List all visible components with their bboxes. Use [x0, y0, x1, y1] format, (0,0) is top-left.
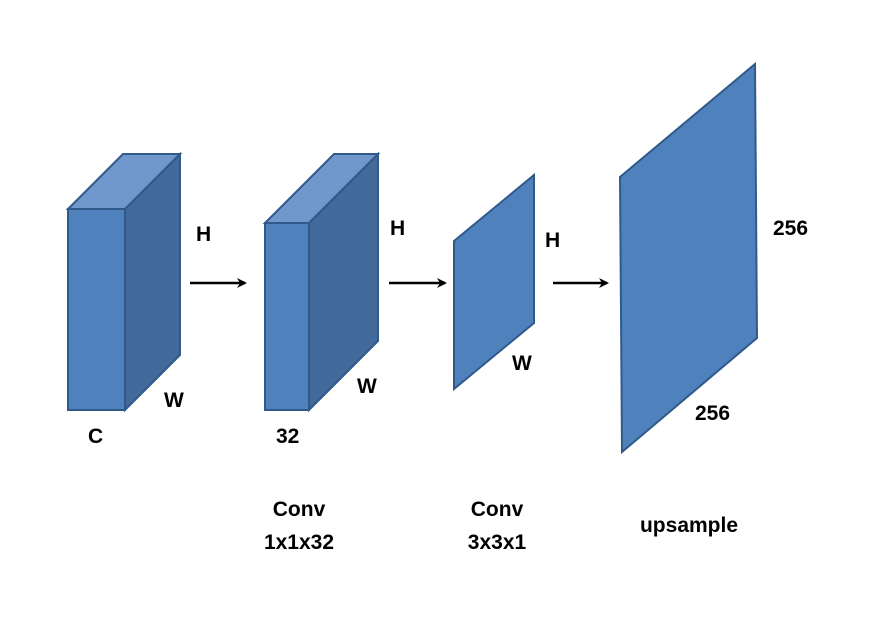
conv2-caption-line2: 3x3x1: [468, 531, 527, 554]
upsampled-height-label: 256: [773, 217, 808, 240]
upsampled-plane: [618, 61, 759, 455]
conv1-output-block: [262, 151, 381, 413]
conv1-caption-line2: 1x1x32: [264, 531, 334, 554]
conv1-channels-label: 32: [276, 425, 299, 448]
conv2-height-label: H: [545, 229, 560, 252]
conv1-width-label: W: [357, 375, 377, 398]
conv2-caption-line1: Conv: [471, 498, 524, 521]
input-channels-label: C: [88, 425, 103, 448]
input-width-label: W: [164, 389, 184, 412]
conv2-width-label: W: [512, 352, 532, 375]
conv2-output-plane: [453, 172, 535, 392]
conv1-block-front: [264, 222, 310, 411]
conv1-caption-line1: Conv: [273, 498, 326, 521]
upsampled-width-label: 256: [695, 402, 730, 425]
input-height-label: H: [196, 223, 211, 246]
upsample-caption: upsample: [640, 514, 738, 537]
input-feature-block: [65, 151, 183, 413]
conv1-height-label: H: [390, 217, 405, 240]
input-block-front: [67, 208, 126, 411]
